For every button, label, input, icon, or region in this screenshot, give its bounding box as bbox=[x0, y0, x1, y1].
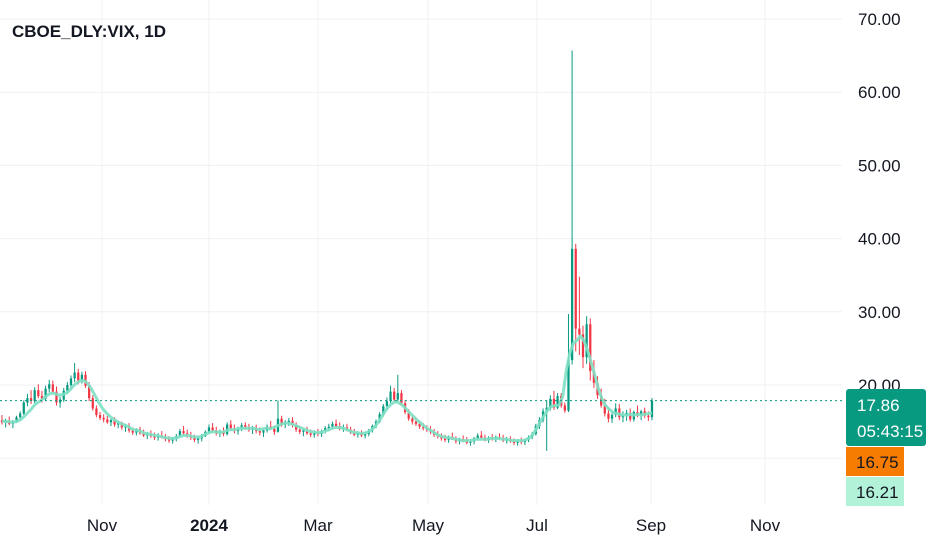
candle bbox=[276, 400, 280, 433]
candle bbox=[102, 414, 105, 423]
x-tick-label: Mar bbox=[303, 516, 333, 535]
x-tick-label: Sep bbox=[636, 516, 666, 535]
candle bbox=[95, 405, 98, 418]
candle bbox=[607, 408, 610, 423]
candle bbox=[55, 386, 58, 406]
x-tick-label: 2024 bbox=[190, 516, 228, 535]
y-tick-label: 40.00 bbox=[858, 230, 901, 249]
y-tick-label: 70.00 bbox=[858, 10, 901, 29]
ma-price-label: 16.21 bbox=[856, 483, 899, 502]
candle bbox=[621, 411, 625, 423]
candle bbox=[51, 380, 54, 394]
x-tick-label: Nov bbox=[750, 516, 781, 535]
candle bbox=[98, 412, 102, 421]
candle bbox=[29, 390, 33, 405]
y-tick-label: 60.00 bbox=[858, 83, 901, 102]
candle bbox=[109, 417, 113, 426]
candle bbox=[26, 393, 29, 407]
moving-average-line bbox=[1, 334, 653, 443]
candle bbox=[33, 387, 36, 404]
candle bbox=[581, 325, 585, 369]
candle bbox=[58, 396, 62, 408]
candle bbox=[48, 379, 51, 393]
candle bbox=[585, 316, 588, 364]
candle bbox=[91, 395, 94, 411]
x-tick-label: May bbox=[412, 516, 445, 535]
price-tags: 17.86 05:43:15 16.75 16.21 bbox=[846, 389, 926, 506]
moving-average-layer bbox=[1, 334, 653, 443]
candles-layer bbox=[0, 50, 654, 451]
y-tick-label: 50.00 bbox=[858, 156, 901, 175]
candle bbox=[393, 387, 396, 402]
candle bbox=[396, 374, 399, 402]
candle bbox=[578, 276, 581, 355]
candle bbox=[563, 402, 566, 413]
candle bbox=[650, 398, 654, 421]
candle bbox=[182, 425, 185, 436]
candle bbox=[22, 400, 25, 416]
bar-countdown-label: 05:43:15 bbox=[857, 422, 923, 441]
candle bbox=[589, 318, 592, 381]
ma-price-tag: 16.21 bbox=[846, 477, 904, 506]
candle bbox=[574, 243, 577, 352]
chart-title: CBOE_DLY:VIX, 1D bbox=[12, 22, 166, 41]
candle bbox=[73, 363, 76, 383]
x-tick-label: Jul bbox=[526, 516, 548, 535]
candle bbox=[106, 415, 109, 424]
candle bbox=[570, 50, 574, 365]
y-tick-label: 30.00 bbox=[858, 303, 901, 322]
candle bbox=[545, 400, 548, 451]
chart-grid bbox=[0, 0, 842, 505]
candle bbox=[37, 384, 40, 399]
x-tick-label: Nov bbox=[87, 516, 118, 535]
last-price-label: 17.86 bbox=[857, 396, 900, 415]
candle bbox=[610, 412, 614, 424]
candle bbox=[618, 404, 621, 421]
indicator-price-tag: 16.75 bbox=[846, 447, 904, 476]
x-axis[interactable]: Nov 2024 Mar May Jul Sep Nov bbox=[87, 516, 781, 535]
candle bbox=[614, 403, 617, 418]
indicator-price-label: 16.75 bbox=[856, 453, 899, 472]
last-price-tag: 17.86 05:43:15 bbox=[846, 389, 926, 446]
